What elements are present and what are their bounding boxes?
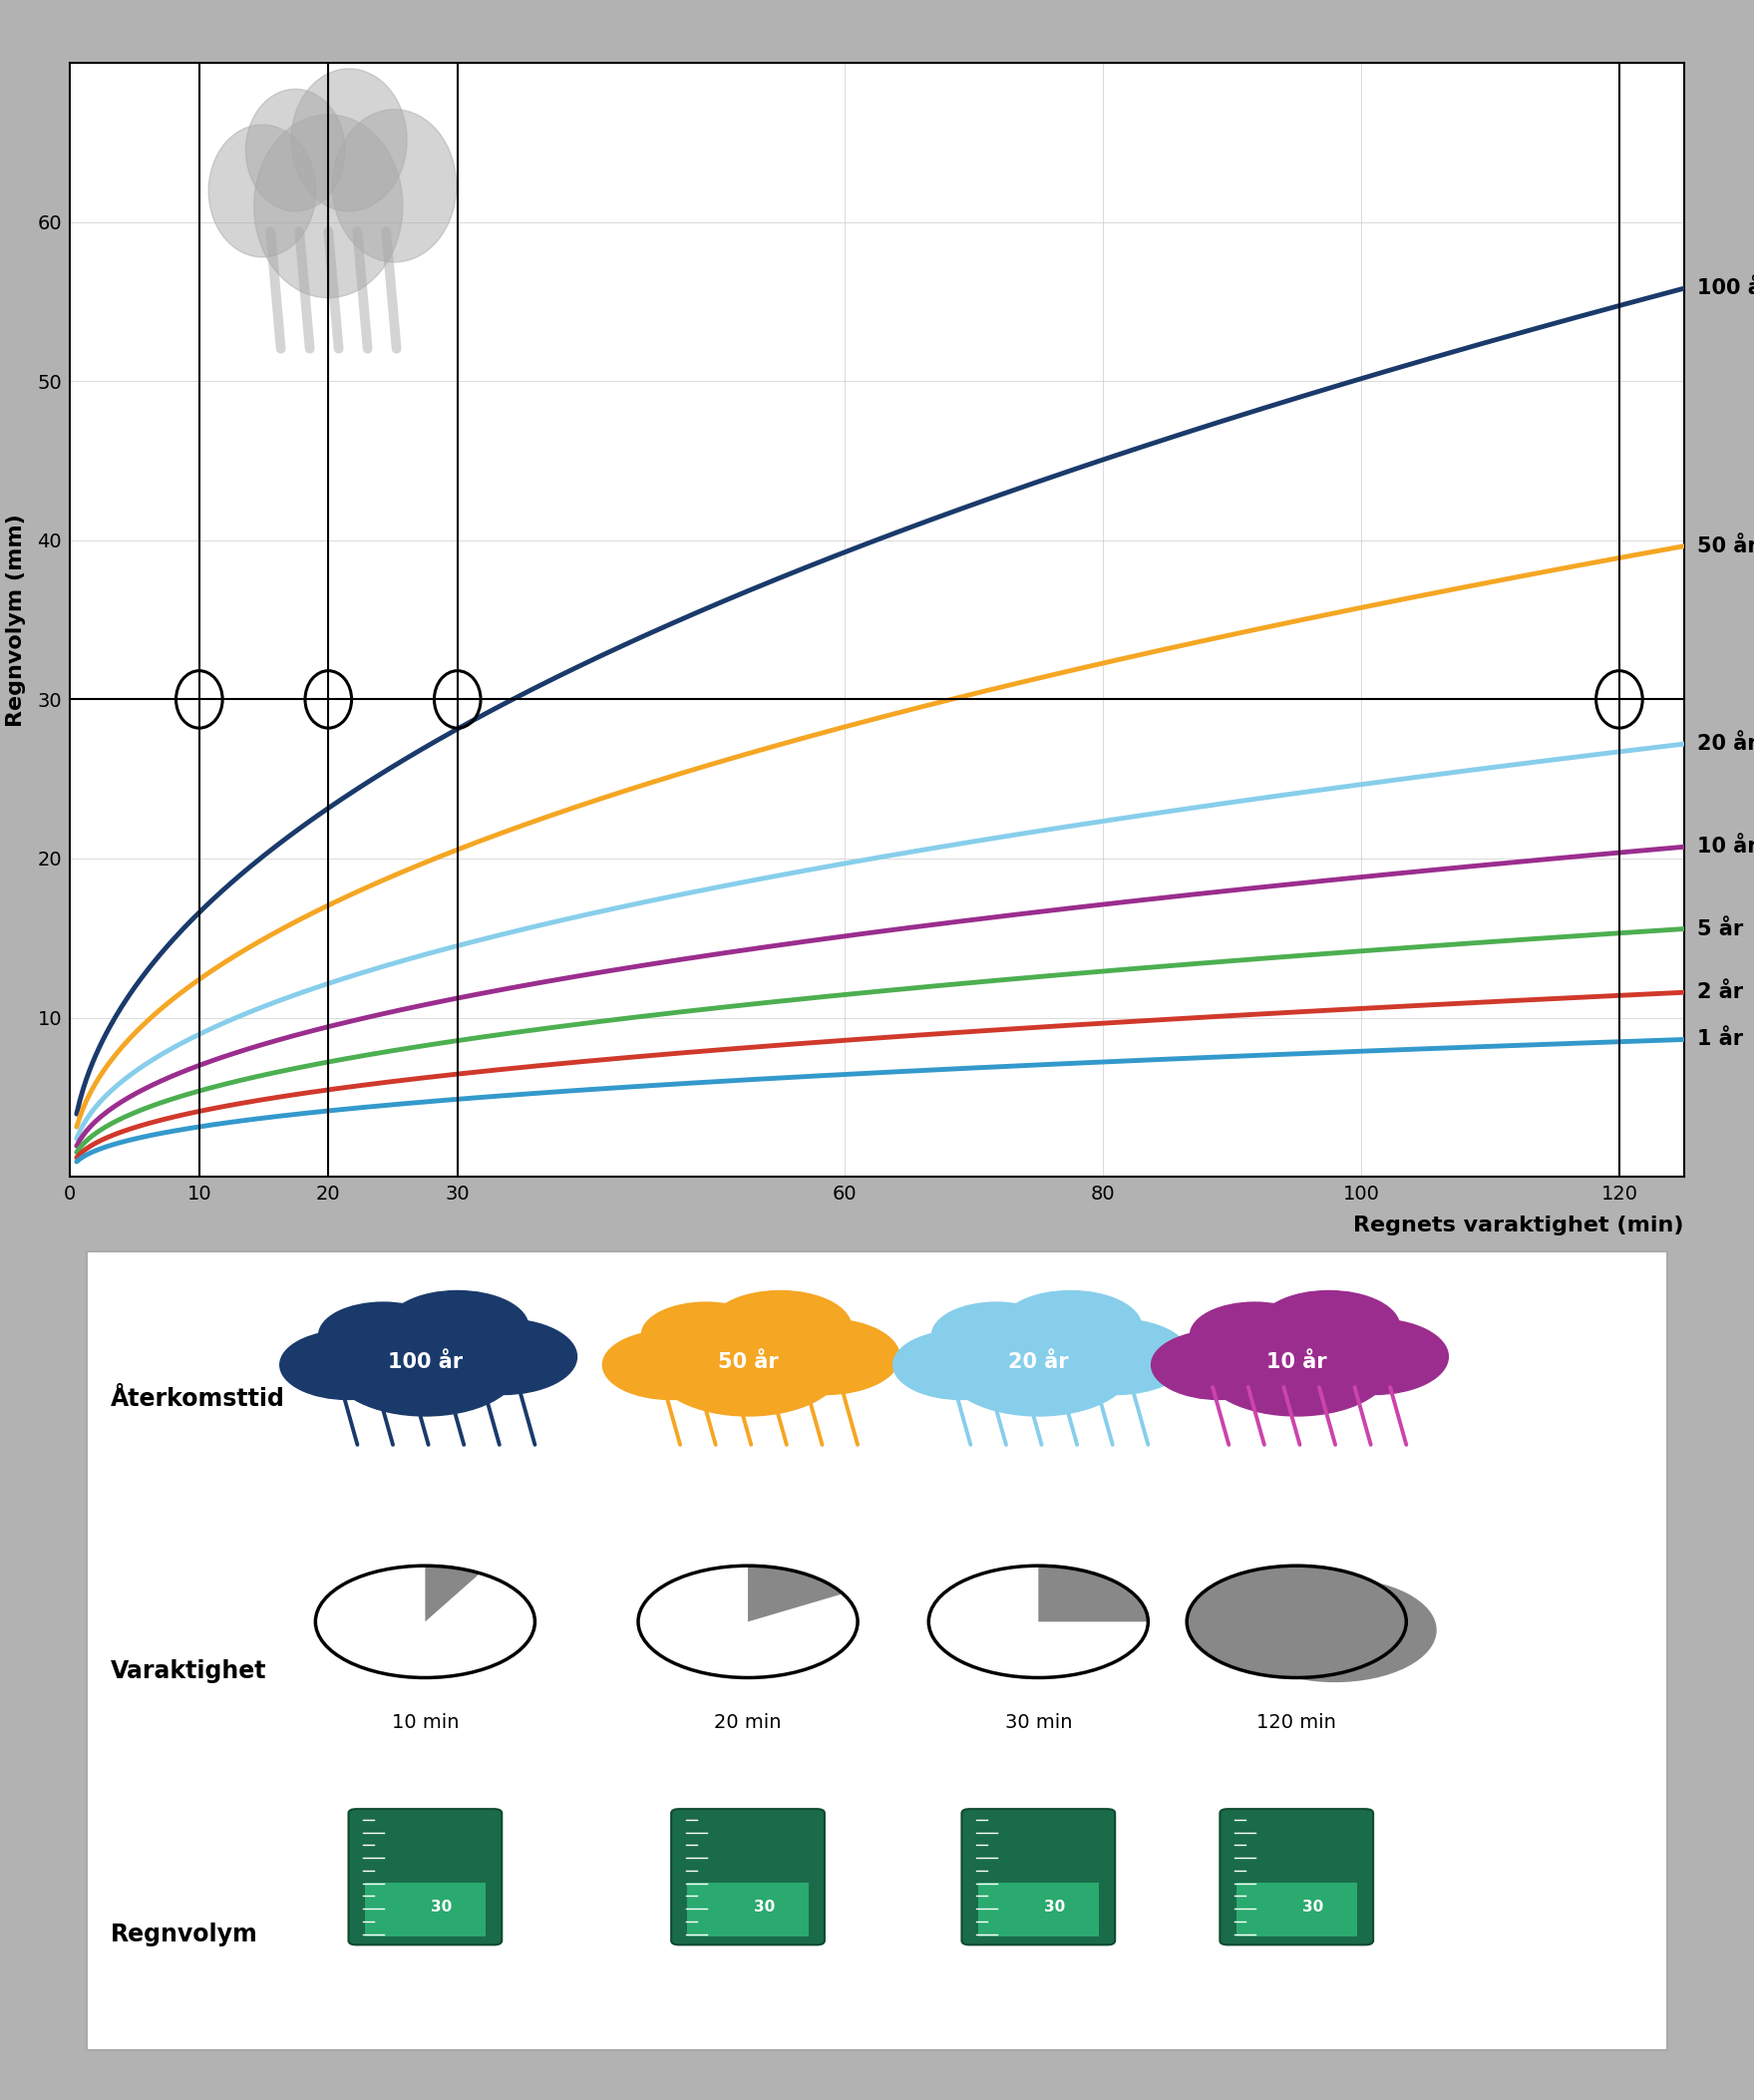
FancyBboxPatch shape: [1237, 1884, 1358, 1936]
Circle shape: [654, 1321, 842, 1415]
Circle shape: [291, 69, 407, 212]
Circle shape: [751, 1319, 900, 1394]
FancyBboxPatch shape: [365, 1884, 486, 1936]
Text: 30: 30: [431, 1901, 453, 1915]
Circle shape: [928, 1567, 1149, 1678]
Text: 30: 30: [1301, 1901, 1323, 1915]
Y-axis label: Regnvolym (mm): Regnvolym (mm): [7, 512, 26, 727]
Circle shape: [1187, 1567, 1407, 1678]
Circle shape: [332, 1321, 519, 1415]
Text: 100 år: 100 år: [1696, 279, 1754, 298]
FancyBboxPatch shape: [961, 1808, 1116, 1945]
Circle shape: [931, 1302, 1061, 1369]
Text: 20 år: 20 år: [1696, 735, 1754, 754]
Text: 100 år: 100 år: [388, 1352, 463, 1373]
Circle shape: [603, 1329, 738, 1399]
Text: 50 år: 50 år: [1696, 536, 1754, 557]
Text: 120 min: 120 min: [1256, 1714, 1337, 1732]
Text: Regnvolym: Regnvolym: [111, 1924, 258, 1947]
Circle shape: [638, 1567, 858, 1678]
X-axis label: Regnets varaktighet (min): Regnets varaktighet (min): [1354, 1216, 1684, 1235]
Circle shape: [1042, 1319, 1189, 1394]
Circle shape: [1203, 1321, 1391, 1415]
Text: 10 år: 10 år: [1266, 1352, 1326, 1373]
Circle shape: [428, 1319, 577, 1394]
FancyBboxPatch shape: [1219, 1808, 1373, 1945]
Text: 50 år: 50 år: [717, 1352, 779, 1373]
Text: 1 år: 1 år: [1696, 1029, 1743, 1050]
Text: 20 min: 20 min: [714, 1714, 782, 1732]
FancyBboxPatch shape: [349, 1808, 502, 1945]
Wedge shape: [1038, 1567, 1149, 1621]
Text: Återkomsttid: Återkomsttid: [111, 1388, 284, 1411]
Text: 30: 30: [1044, 1901, 1065, 1915]
Circle shape: [316, 1567, 535, 1678]
Text: 30: 30: [754, 1901, 775, 1915]
Text: 10 år: 10 år: [1696, 838, 1754, 857]
Circle shape: [709, 1292, 851, 1363]
Circle shape: [333, 109, 456, 262]
Text: 20 år: 20 år: [1009, 1352, 1068, 1373]
Circle shape: [319, 1302, 447, 1369]
Text: 5 år: 5 år: [1696, 920, 1743, 939]
Circle shape: [945, 1321, 1131, 1415]
Circle shape: [1300, 1319, 1449, 1394]
Circle shape: [1187, 1567, 1407, 1678]
Circle shape: [254, 116, 403, 298]
Wedge shape: [747, 1567, 844, 1621]
FancyBboxPatch shape: [672, 1808, 824, 1945]
Text: 2 år: 2 år: [1696, 983, 1743, 1002]
Circle shape: [1189, 1302, 1319, 1369]
Circle shape: [1151, 1329, 1287, 1399]
Circle shape: [1258, 1292, 1400, 1363]
Text: 30 min: 30 min: [1005, 1714, 1072, 1732]
Circle shape: [1235, 1579, 1437, 1682]
Circle shape: [1000, 1292, 1142, 1363]
Circle shape: [642, 1302, 770, 1369]
Text: Varaktighet: Varaktighet: [111, 1659, 267, 1682]
FancyBboxPatch shape: [979, 1884, 1098, 1936]
Circle shape: [246, 88, 346, 212]
Wedge shape: [424, 1567, 481, 1621]
Circle shape: [281, 1329, 416, 1399]
Circle shape: [893, 1329, 1028, 1399]
Text: 10 min: 10 min: [391, 1714, 460, 1732]
FancyBboxPatch shape: [86, 1252, 1668, 2050]
Circle shape: [209, 124, 316, 256]
Circle shape: [386, 1292, 528, 1363]
FancyBboxPatch shape: [688, 1884, 809, 1936]
